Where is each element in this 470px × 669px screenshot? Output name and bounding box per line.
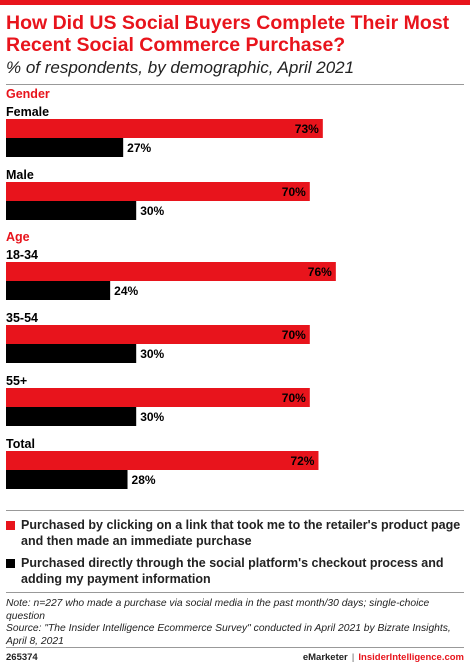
- note-divider: [6, 592, 464, 593]
- note-text: Note: n=227 who made a purchase via soci…: [6, 598, 430, 622]
- header-divider: [6, 84, 464, 85]
- bar-chart: Gender Female 73% 27% Male 70% 30% Age 18-34 76% 2…: [6, 87, 336, 489]
- category-label-1-0: 18-34: [6, 248, 38, 262]
- brand-insider-intelligence: InsiderIntelligence.com: [358, 652, 464, 663]
- data-label-0-0-1: 27%: [127, 141, 151, 155]
- bar-1-1-1: [6, 344, 137, 363]
- chart-id: 265374: [6, 652, 38, 663]
- data-label-2-0-1: 28%: [132, 473, 156, 487]
- data-label-2-0-0: 72%: [290, 454, 314, 468]
- data-label-1-1-1: 30%: [140, 347, 164, 361]
- bar-1-0-1: [6, 281, 111, 300]
- legend-divider: [6, 510, 464, 511]
- legend-swatch-black: [6, 559, 15, 568]
- chart-title: How Did US Social Buyers Complete Their …: [6, 12, 450, 56]
- category-label-0-0: Female: [6, 105, 49, 119]
- data-label-1-0-1: 24%: [114, 284, 138, 298]
- data-label-0-1-1: 30%: [140, 204, 164, 218]
- legend-item-series-2: Purchased directly through the social pl…: [6, 555, 464, 587]
- data-label-1-0-0: 76%: [308, 265, 332, 279]
- chart-note: Note: n=227 who made a purchase via soci…: [6, 598, 464, 648]
- bar-2-0-0: [6, 451, 319, 470]
- chart-subtitle: % of respondents, by demographic, April …: [6, 58, 355, 77]
- data-label-0-1-0: 70%: [282, 185, 306, 199]
- legend-label-series-1: Purchased by clicking on a link that too…: [21, 518, 461, 548]
- top-accent-bar: [0, 0, 470, 5]
- bar-2-0-1: [6, 470, 128, 489]
- bar-0-0-1: [6, 138, 124, 157]
- data-label-1-2-0: 70%: [282, 391, 306, 405]
- category-label-0-1: Male: [6, 168, 34, 182]
- bar-0-1-0: [6, 182, 310, 201]
- data-label-1-1-0: 70%: [282, 328, 306, 342]
- legend-label-series-2: Purchased directly through the social pl…: [21, 556, 444, 586]
- data-label-1-2-1: 30%: [140, 410, 164, 424]
- brand-separator: |: [351, 652, 355, 663]
- legend-item-series-1: Purchased by clicking on a link that too…: [6, 517, 464, 549]
- footer: 265374 eMarketer | InsiderIntelligence.com: [6, 652, 464, 664]
- group-heading-1: Age: [6, 230, 30, 244]
- brand-emarketer: eMarketer: [302, 652, 348, 663]
- footer-divider: [6, 647, 464, 648]
- category-label-1-1: 35-54: [6, 311, 38, 325]
- bar-1-2-1: [6, 407, 137, 426]
- bar-1-1-0: [6, 325, 310, 344]
- bar-1-2-0: [6, 388, 310, 407]
- bar-0-1-1: [6, 201, 137, 220]
- data-label-0-0-0: 73%: [295, 122, 319, 136]
- bar-0-0-0: [6, 119, 323, 138]
- source-text: Source: "The Insider Intelligence Ecomme…: [6, 623, 451, 647]
- category-label-2-0: Total: [6, 437, 35, 451]
- category-label-1-2: 55+: [6, 374, 27, 388]
- bar-1-0-0: [6, 262, 336, 281]
- chart-legend: Purchased by clicking on a link that too…: [6, 517, 464, 593]
- brand: eMarketer | InsiderIntelligence.com: [303, 652, 464, 663]
- group-heading-0: Gender: [6, 87, 50, 101]
- legend-swatch-red: [6, 521, 15, 530]
